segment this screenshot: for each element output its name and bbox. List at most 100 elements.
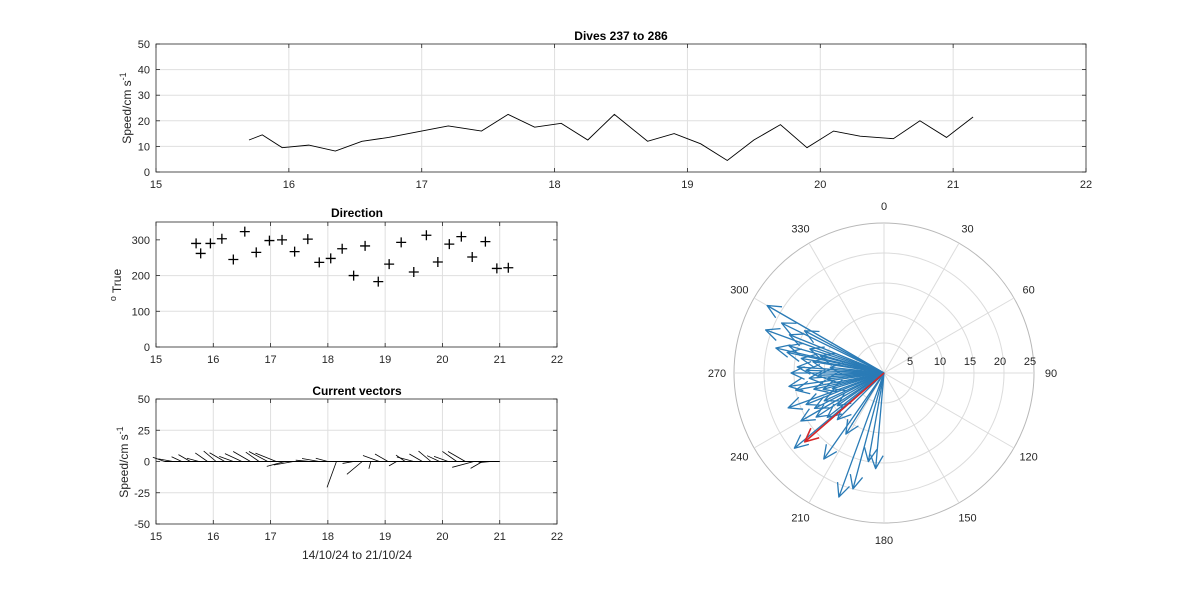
polar-spoke xyxy=(808,372,885,504)
speed-title: Dives 237 to 286 xyxy=(574,29,668,43)
polar-theta-label: 300 xyxy=(730,285,748,297)
vectors-ylabel: Speed/cm s-1 xyxy=(115,426,131,497)
vectors-stick xyxy=(418,450,432,462)
speed-ticks: 15 16 17 18 19 20 21 22 0 10 20 30 40 50 xyxy=(138,39,1092,191)
direction-point xyxy=(195,248,206,259)
vectors-ytick-label: -25 xyxy=(134,488,150,500)
polar-theta-label: 240 xyxy=(730,452,748,464)
vectors-series xyxy=(152,450,500,488)
polar-spoke xyxy=(883,372,1015,449)
direction-point xyxy=(467,252,478,262)
speed-ytick-label: 30 xyxy=(138,90,150,102)
direction-point xyxy=(421,230,432,241)
direction-point xyxy=(408,267,419,277)
vectors-axes: Current vectors 15 16 17 18 19 20 21 22 -50 -25 0 2… xyxy=(115,384,563,562)
speed-ytick-label: 0 xyxy=(144,167,150,179)
speed-axes: Dives 237 to 286 15 16 17 18 19 20 21 22 0 10 20 30… xyxy=(118,29,1092,191)
speed-xtick-label: 20 xyxy=(814,179,826,191)
direction-point xyxy=(314,257,325,268)
vectors-stick xyxy=(326,461,337,488)
direction-point xyxy=(277,234,288,245)
vectors-xtick-label: 16 xyxy=(207,531,219,543)
polar-theta-label: 60 xyxy=(1023,285,1035,297)
direction-xtick-label: 16 xyxy=(207,354,219,366)
vectors-xtick-label: 20 xyxy=(436,531,448,543)
vectors-xtick-label: 17 xyxy=(264,531,276,543)
direction-xtick-label: 19 xyxy=(379,354,391,366)
speed-ylabel: Speed/cm s-1 xyxy=(118,72,134,143)
polar-theta-label: 90 xyxy=(1045,368,1057,380)
speed-line xyxy=(248,113,974,162)
vectors-stick xyxy=(346,461,363,475)
polar-axes: 5 10 15 20 25 0 30 60 90 120 150 180 210 240 270 300 330 xyxy=(708,201,1057,547)
vectors-stick xyxy=(186,457,200,462)
direction-point xyxy=(480,236,491,247)
speed-xtick-label: 17 xyxy=(416,179,428,191)
vectors-title: Current vectors xyxy=(312,384,402,398)
direction-title: Direction xyxy=(331,206,383,220)
vectors-stick xyxy=(442,451,457,462)
direction-point xyxy=(228,254,239,265)
polar-vector-arrow xyxy=(780,322,885,374)
vectors-xtick-label: 15 xyxy=(150,531,162,543)
vectors-stick xyxy=(388,461,397,467)
speed-series xyxy=(248,113,974,162)
polar-vector-arrow xyxy=(805,372,885,406)
speed-xtick-label: 15 xyxy=(150,179,162,191)
polar-vector-arrow xyxy=(845,372,885,435)
polar-vector-arrow xyxy=(836,372,885,498)
direction-ytick-label: 200 xyxy=(132,271,150,283)
vectors-stick xyxy=(342,461,354,464)
vectors-xtick-label: 22 xyxy=(551,531,563,543)
direction-point xyxy=(373,276,384,287)
direction-series xyxy=(191,226,514,287)
polar-r-label: 15 xyxy=(964,356,976,368)
vectors-stick xyxy=(315,457,328,462)
speed-xtick-label: 21 xyxy=(947,179,959,191)
polar-theta-label: 0 xyxy=(881,201,887,213)
vectors-stick xyxy=(158,458,174,462)
polar-theta-label: 270 xyxy=(708,368,726,380)
vectors-stick xyxy=(219,455,234,462)
direction-ylabel: oTrue xyxy=(108,269,124,302)
vectors-xtick-label: 18 xyxy=(322,531,334,543)
speed-xtick-label: 22 xyxy=(1080,179,1092,191)
direction-point xyxy=(503,262,514,273)
speed-xtick-label: 18 xyxy=(548,179,560,191)
direction-ytick-label: 0 xyxy=(144,342,150,354)
direction-point xyxy=(456,231,467,242)
direction-point xyxy=(289,246,300,257)
direction-grid xyxy=(156,222,557,347)
polar-mean-arrow xyxy=(803,372,885,443)
direction-point xyxy=(396,237,407,248)
speed-xtick-label: 16 xyxy=(283,179,295,191)
vectors-ytick-label: -50 xyxy=(134,519,150,531)
vectors-stick xyxy=(224,453,243,462)
direction-point xyxy=(348,270,359,281)
polar-vector-arrow xyxy=(764,327,885,374)
polar-vector-arrow xyxy=(786,348,885,374)
direction-point xyxy=(251,247,262,258)
polar-r-label: 5 xyxy=(907,356,913,368)
vectors-stick xyxy=(171,456,182,462)
vectors-stick xyxy=(248,451,268,462)
direction-point xyxy=(216,233,227,244)
direction-xtick-label: 21 xyxy=(494,354,506,366)
direction-point xyxy=(264,235,275,246)
direction-point xyxy=(360,240,371,251)
vectors-stick xyxy=(362,455,380,462)
speed-ytick-label: 50 xyxy=(138,39,150,51)
vectors-stick xyxy=(195,452,208,462)
direction-point xyxy=(205,238,216,249)
direction-axes: Direction 15 16 17 18 19 20 21 22 0 100 200 300 oTr… xyxy=(108,206,563,366)
polar-theta-label: 210 xyxy=(791,513,809,525)
speed-ytick-label: 10 xyxy=(138,141,150,153)
speed-axis-box xyxy=(155,43,1087,173)
direction-point xyxy=(337,243,348,254)
vectors-stick xyxy=(203,450,217,462)
vectors-stick xyxy=(452,461,475,468)
direction-point xyxy=(239,226,250,237)
polar-r-label: 25 xyxy=(1024,356,1036,368)
vectors-xlabel: 14/10/24 to 21/10/24 xyxy=(302,548,412,562)
